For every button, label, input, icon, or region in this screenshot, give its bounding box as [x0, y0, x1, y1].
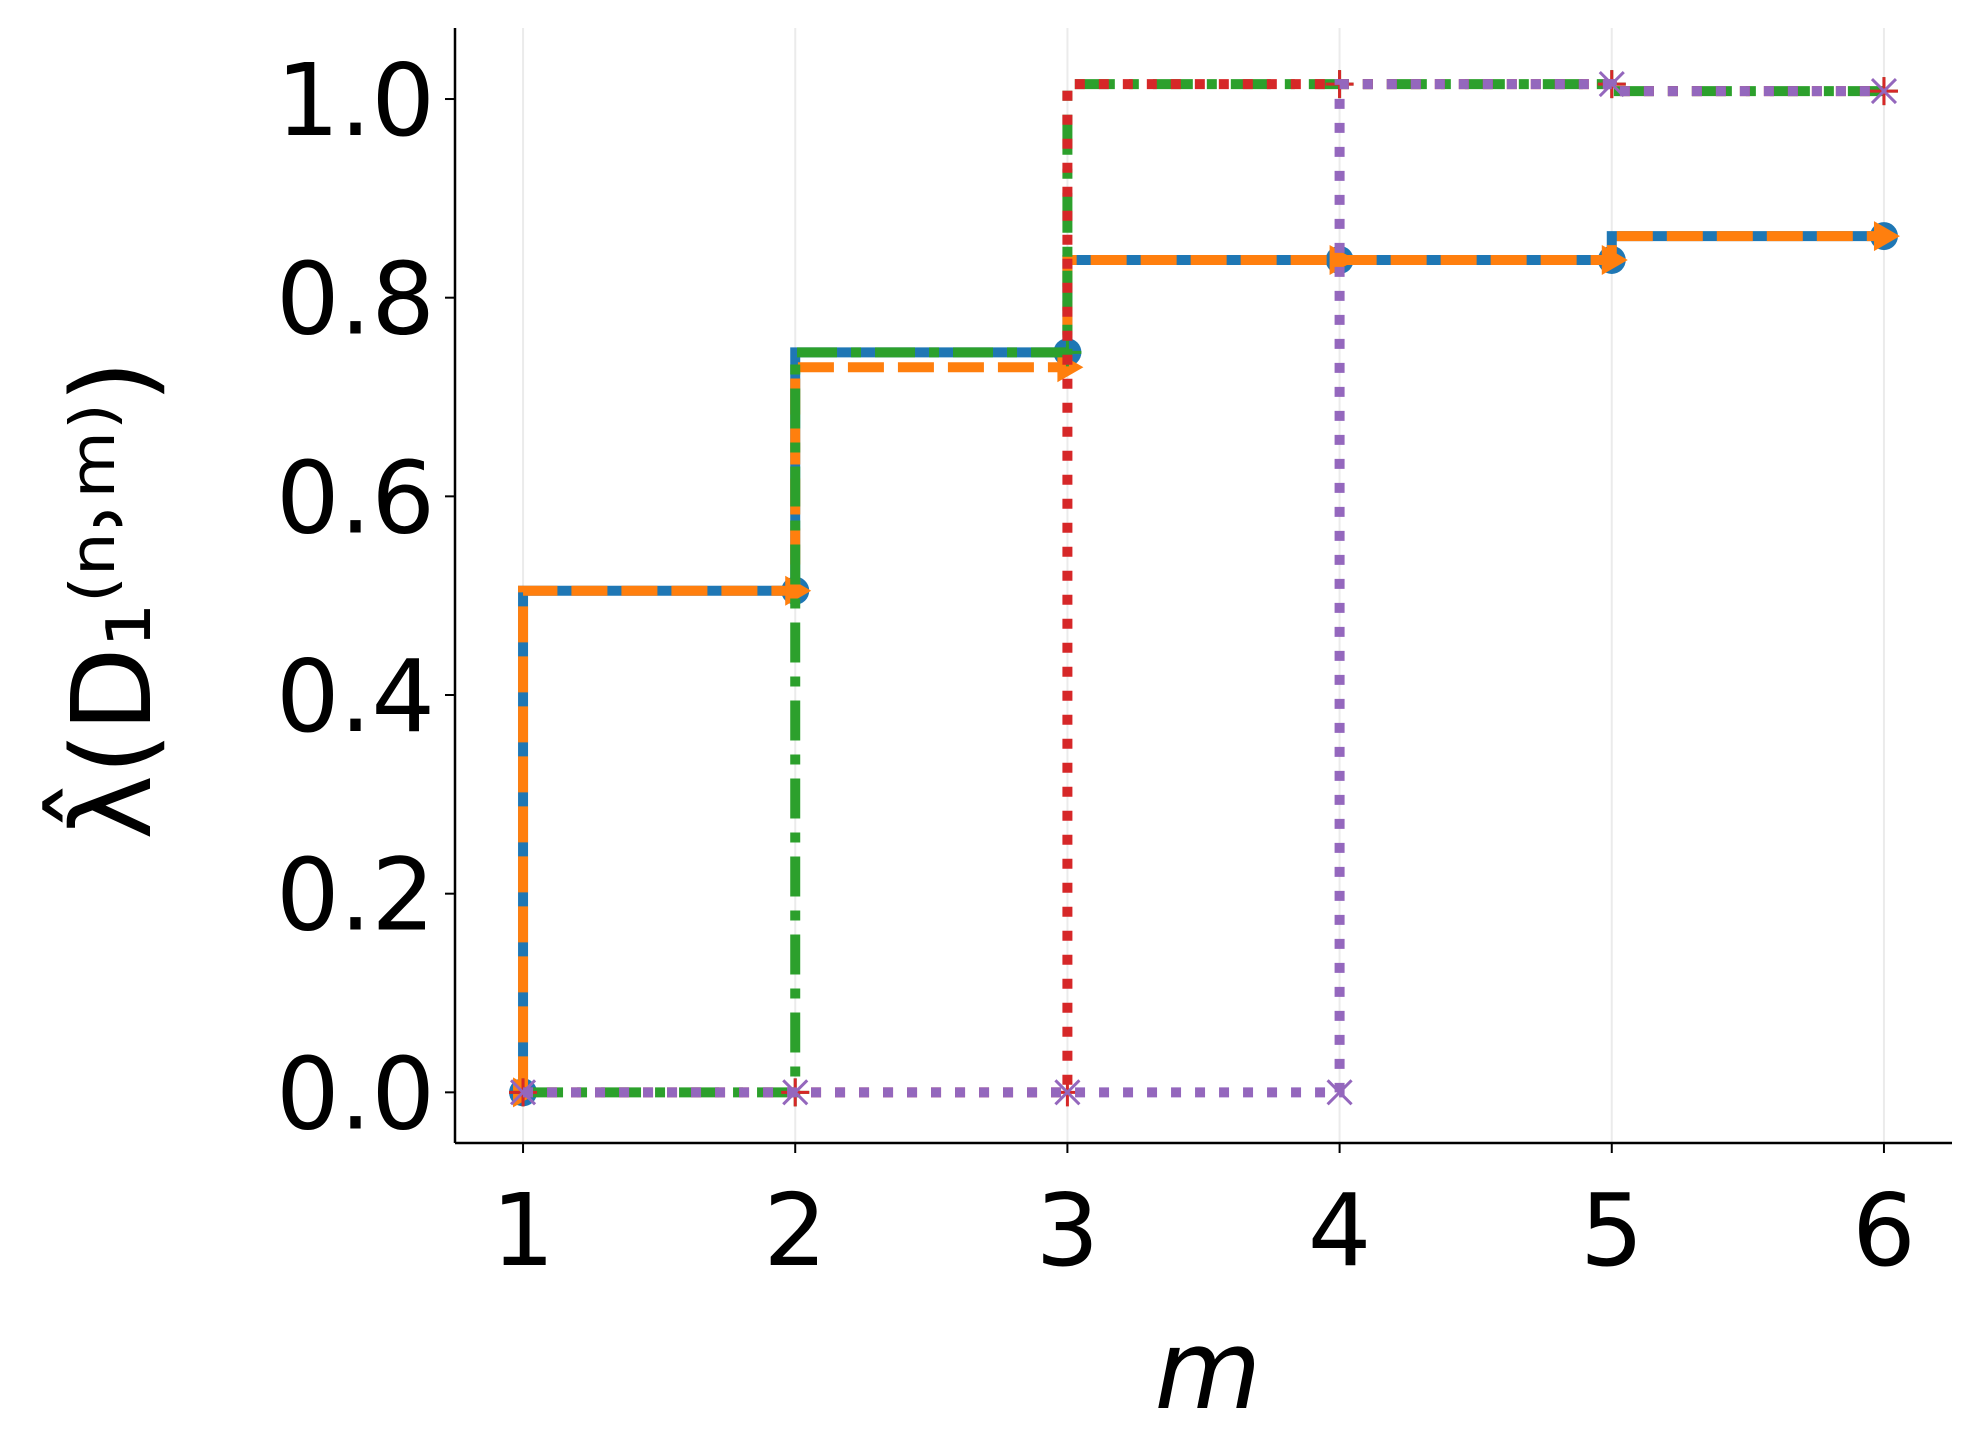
y-tick-label: 0.8 [276, 241, 435, 358]
marker [1873, 221, 1900, 252]
marker [782, 1079, 809, 1106]
x-tick-label: 1 [491, 1172, 555, 1289]
y-tick-label: 0.2 [276, 837, 435, 954]
step-line [518, 231, 1884, 1093]
x-tick-label: 6 [1852, 1172, 1916, 1289]
step-line [518, 231, 1884, 1093]
y-tick-label: 0.4 [276, 638, 435, 755]
y-tick-label: 0.0 [276, 1035, 435, 1152]
marker [509, 1079, 537, 1106]
y-tick-label: 1.0 [276, 42, 435, 159]
marker [1601, 244, 1628, 275]
y-axis-label: λ̂(D₁⁽ⁿ˒ᵐ⁾) [41, 360, 176, 840]
x-tick-label: 4 [1308, 1172, 1372, 1289]
marker [1054, 1079, 1081, 1106]
marker [1326, 1079, 1353, 1106]
x-axis-label: m [1154, 1306, 1261, 1434]
step-line [523, 79, 1884, 1098]
marker [1598, 71, 1625, 98]
x-tick-label: 5 [1580, 1172, 1644, 1289]
x-tick-label: 3 [1036, 1172, 1100, 1289]
marker [1870, 78, 1898, 105]
x-tick-label: 2 [763, 1172, 827, 1289]
y-tick-label: 0.6 [276, 439, 435, 556]
